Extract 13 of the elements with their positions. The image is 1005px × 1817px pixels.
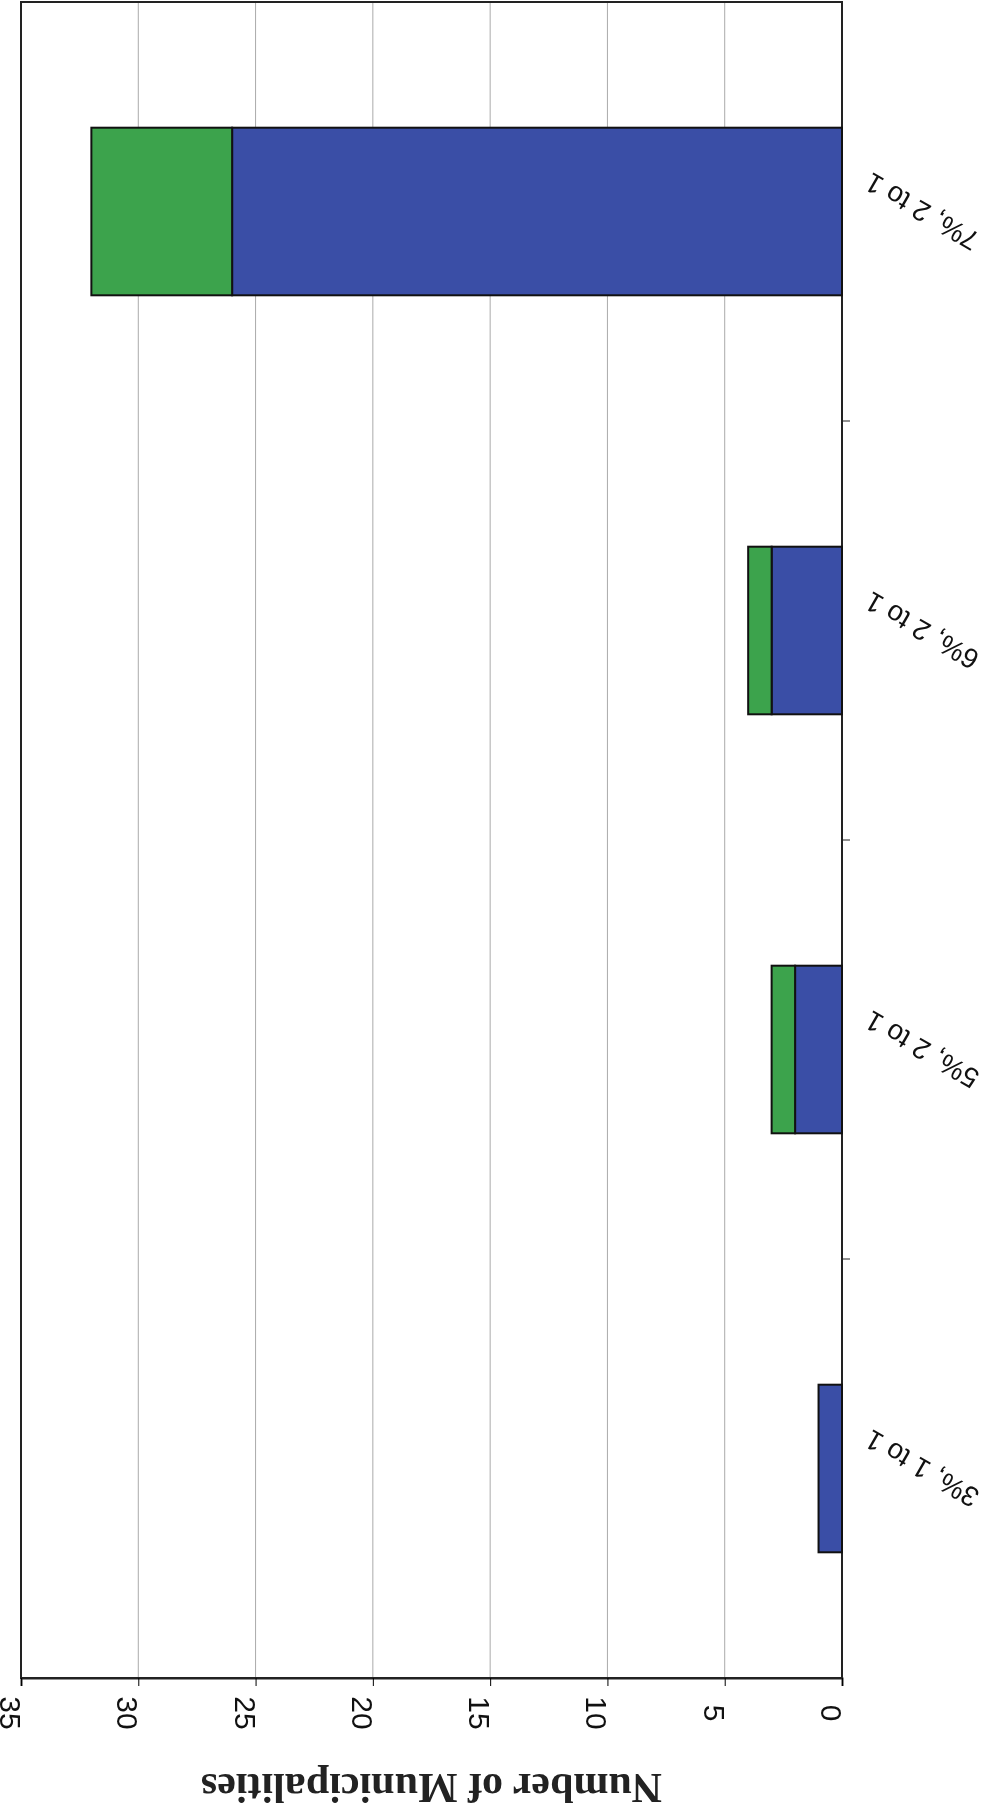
y-tick-label: 5%, 2 to 1 <box>859 1004 985 1095</box>
x-tick-label: 35 <box>0 1696 27 1730</box>
x-axis-title: Number of Municipalities <box>200 1765 663 1811</box>
x-tick-label: 20 <box>345 1696 379 1730</box>
x-tick-label: 30 <box>111 1696 145 1730</box>
x-tick-label: 5 <box>697 1704 731 1722</box>
x-tick-label: 15 <box>463 1696 497 1730</box>
y-tick-label: 3%, 1 to 1 <box>859 1423 985 1514</box>
x-tick-label: 25 <box>228 1696 262 1730</box>
y-tick-label: 6%, 2 to 1 <box>859 585 985 676</box>
y-tick-label: 7%, 2 to 1 <box>859 166 985 257</box>
x-tick-label: 10 <box>580 1696 614 1730</box>
x-tick-label: 0 <box>815 1704 848 1722</box>
